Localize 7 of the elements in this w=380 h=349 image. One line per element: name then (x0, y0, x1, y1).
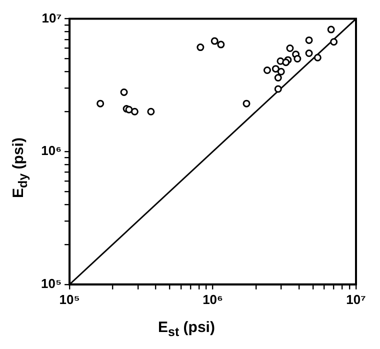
y-tick-label: 10⁵ (40, 276, 62, 291)
x-axis-title: E$_{st}$ (psi) (158, 319, 215, 339)
x-tick-label: 10⁶ (202, 292, 224, 307)
x-tick-label: 10⁵ (59, 292, 80, 307)
y-tick-label: 10⁷ (42, 10, 62, 26)
y-tick-label: 10⁶ (41, 143, 62, 158)
x-tick-label: 10⁷ (346, 292, 366, 307)
